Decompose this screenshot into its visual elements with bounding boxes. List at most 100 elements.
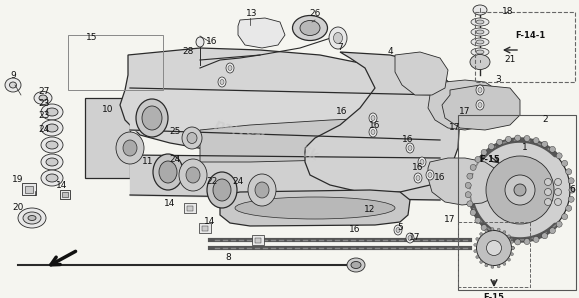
Ellipse shape <box>491 266 494 268</box>
Text: 11: 11 <box>142 158 154 167</box>
Ellipse shape <box>371 116 375 120</box>
Text: 16: 16 <box>349 226 361 235</box>
Ellipse shape <box>511 253 514 256</box>
Ellipse shape <box>235 197 395 219</box>
Ellipse shape <box>549 228 555 234</box>
Ellipse shape <box>470 140 570 240</box>
Bar <box>255 238 261 243</box>
Ellipse shape <box>9 82 16 88</box>
Ellipse shape <box>213 179 231 201</box>
Ellipse shape <box>46 141 58 149</box>
Ellipse shape <box>123 140 137 156</box>
Ellipse shape <box>481 225 487 231</box>
Ellipse shape <box>475 218 481 224</box>
Bar <box>202 226 208 230</box>
Ellipse shape <box>18 208 46 228</box>
Ellipse shape <box>508 258 511 261</box>
Text: partsdepublik: partsdepublik <box>212 117 320 164</box>
Ellipse shape <box>476 50 484 54</box>
Polygon shape <box>428 80 505 130</box>
Polygon shape <box>120 48 455 158</box>
Ellipse shape <box>556 153 562 159</box>
Ellipse shape <box>476 100 484 110</box>
Ellipse shape <box>116 132 144 164</box>
Ellipse shape <box>503 263 506 266</box>
Ellipse shape <box>503 231 506 234</box>
Text: 16: 16 <box>336 108 348 117</box>
Ellipse shape <box>497 265 500 268</box>
Text: 17: 17 <box>459 108 471 117</box>
Ellipse shape <box>555 198 562 206</box>
Ellipse shape <box>255 182 269 198</box>
Ellipse shape <box>187 133 197 144</box>
Ellipse shape <box>541 233 548 239</box>
Text: 19: 19 <box>12 176 24 184</box>
Ellipse shape <box>23 212 41 224</box>
Text: 21: 21 <box>504 55 516 64</box>
Polygon shape <box>200 118 380 162</box>
Ellipse shape <box>179 159 207 191</box>
Ellipse shape <box>46 174 58 182</box>
Ellipse shape <box>533 236 539 243</box>
Ellipse shape <box>541 141 548 147</box>
Ellipse shape <box>196 37 204 47</box>
Ellipse shape <box>471 18 489 26</box>
Ellipse shape <box>568 196 574 202</box>
Ellipse shape <box>39 95 47 101</box>
Ellipse shape <box>347 258 365 272</box>
Text: 2: 2 <box>542 116 548 125</box>
Ellipse shape <box>515 239 521 245</box>
Ellipse shape <box>406 143 414 153</box>
Ellipse shape <box>41 170 63 186</box>
Ellipse shape <box>471 48 489 56</box>
Text: 15: 15 <box>86 33 98 43</box>
Bar <box>458 115 576 290</box>
Text: 28: 28 <box>182 47 194 57</box>
Ellipse shape <box>511 240 514 243</box>
Ellipse shape <box>476 40 484 44</box>
Ellipse shape <box>226 63 234 73</box>
Ellipse shape <box>505 238 511 244</box>
Ellipse shape <box>369 113 377 123</box>
Ellipse shape <box>428 173 432 178</box>
Ellipse shape <box>566 205 571 211</box>
Ellipse shape <box>491 228 494 231</box>
Ellipse shape <box>478 103 482 108</box>
Ellipse shape <box>511 246 515 249</box>
Ellipse shape <box>142 106 162 130</box>
Bar <box>62 192 68 197</box>
Ellipse shape <box>473 5 487 15</box>
Ellipse shape <box>488 230 494 236</box>
Ellipse shape <box>497 139 503 145</box>
Ellipse shape <box>485 264 488 267</box>
Ellipse shape <box>467 201 473 207</box>
Ellipse shape <box>478 88 482 92</box>
Text: 25: 25 <box>169 128 181 136</box>
Text: 12: 12 <box>364 206 376 215</box>
Ellipse shape <box>408 145 412 150</box>
Ellipse shape <box>470 164 476 170</box>
Text: 23: 23 <box>38 111 50 120</box>
Text: 16: 16 <box>434 173 446 182</box>
Text: 4: 4 <box>387 47 393 57</box>
Polygon shape <box>220 190 410 226</box>
Ellipse shape <box>533 138 539 144</box>
Bar <box>60 190 70 199</box>
Ellipse shape <box>300 21 320 35</box>
Text: 14: 14 <box>56 181 68 190</box>
Text: 24: 24 <box>38 125 50 134</box>
Bar <box>475 12 575 82</box>
Bar <box>199 223 211 233</box>
Text: 27: 27 <box>38 86 50 95</box>
Ellipse shape <box>418 157 426 167</box>
Ellipse shape <box>292 15 328 41</box>
Ellipse shape <box>218 77 226 87</box>
Bar <box>252 235 264 245</box>
Text: 16: 16 <box>369 120 381 130</box>
Ellipse shape <box>476 238 479 240</box>
Ellipse shape <box>371 130 375 134</box>
Bar <box>68 35 163 90</box>
Text: 8: 8 <box>225 254 231 263</box>
Ellipse shape <box>46 124 58 132</box>
Text: 9: 9 <box>10 71 16 80</box>
